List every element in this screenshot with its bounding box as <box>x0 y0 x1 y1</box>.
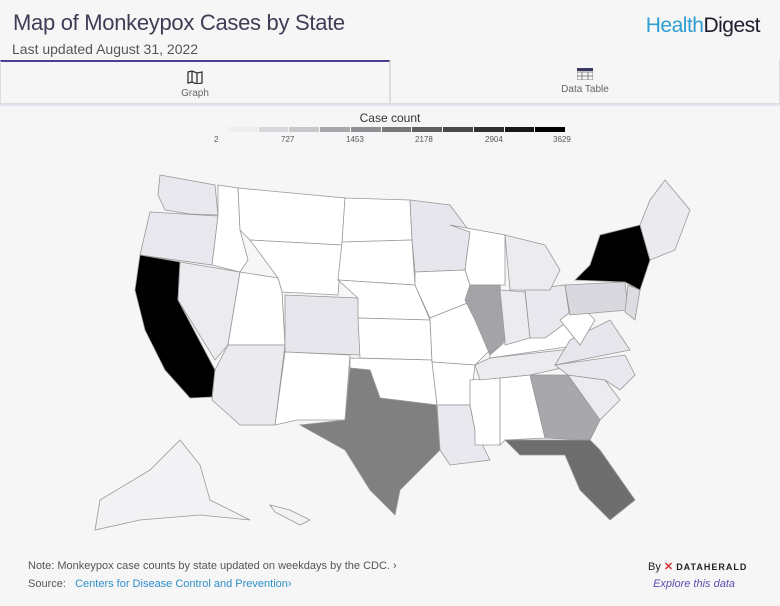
state-ne-states[interactable] <box>639 179 691 261</box>
legend-tick: 2178 <box>415 135 433 144</box>
state-nv[interactable] <box>177 261 241 361</box>
tab-graph[interactable]: Graph <box>0 60 390 104</box>
state-ut[interactable] <box>227 271 286 346</box>
legend-tick: 2 <box>214 135 219 144</box>
state-nj[interactable] <box>624 284 641 321</box>
state-mt[interactable] <box>237 187 346 246</box>
dataherald-logo-icon: ✕ <box>663 561 674 573</box>
state-va[interactable] <box>554 319 631 366</box>
state-wa[interactable] <box>157 174 219 216</box>
state-sd[interactable] <box>337 239 416 286</box>
legend-swatch <box>443 127 473 132</box>
state-co[interactable] <box>284 294 361 356</box>
tab-data-table[interactable]: Data Table <box>390 60 780 104</box>
state-fl[interactable] <box>504 439 636 521</box>
state-hi[interactable] <box>269 504 311 526</box>
legend-color-scale <box>228 127 566 132</box>
legend-tick: 2904 <box>485 135 503 144</box>
state-mi[interactable] <box>504 234 561 291</box>
state-nd[interactable] <box>341 197 413 243</box>
legend-swatch <box>289 127 320 132</box>
state-az[interactable] <box>211 344 286 426</box>
legend-swatch <box>504 127 535 132</box>
us-choropleth-map <box>94 174 691 531</box>
state-tx[interactable] <box>298 367 441 516</box>
byline: By ✕ DATAHERALD <box>648 561 748 573</box>
map-icon <box>187 70 203 84</box>
tab-label: Graph <box>181 88 209 99</box>
source-line: Source: Centers for Disease Control and … <box>28 578 292 590</box>
state-nm[interactable] <box>274 351 351 426</box>
state-nc[interactable] <box>554 354 636 391</box>
state-ga[interactable] <box>529 374 601 441</box>
legend-tick: 1453 <box>346 135 364 144</box>
dataherald-brand[interactable]: DATAHERALD <box>676 562 748 572</box>
legend-swatch <box>228 127 258 132</box>
state-oh[interactable] <box>524 284 571 339</box>
legend-swatch <box>381 127 412 132</box>
state-pa[interactable] <box>564 281 629 316</box>
state-ar[interactable] <box>431 361 476 406</box>
legend-swatch <box>350 127 381 132</box>
legend-swatch <box>412 127 443 132</box>
note: Note: Monkeypox case counts by state upd… <box>28 560 397 572</box>
legend-swatch <box>258 127 289 132</box>
state-ny[interactable] <box>574 224 651 291</box>
state-in[interactable] <box>499 289 531 346</box>
legend-title: Case count <box>359 111 421 125</box>
health-digest-logo[interactable]: HealthDigest <box>645 14 761 37</box>
source-link[interactable]: Centers for Disease Control and Preventi… <box>75 578 292 590</box>
legend-tick: 3629 <box>553 135 571 144</box>
legend-swatch <box>320 127 350 132</box>
table-icon <box>577 68 593 80</box>
state-wy[interactable] <box>249 239 343 296</box>
state-mn[interactable] <box>409 199 471 273</box>
state-ak[interactable] <box>94 439 251 531</box>
view-tabs: Graph Data Table <box>0 60 780 106</box>
state-ks[interactable] <box>357 317 433 361</box>
explore-data-link[interactable]: Explore this data <box>653 578 735 590</box>
tab-label: Data Table <box>561 84 609 95</box>
last-updated: Last updated August 31, 2022 <box>12 41 199 57</box>
legend-tick: 727 <box>281 135 295 144</box>
page-title: Map of Monkeypox Cases by State <box>13 10 345 35</box>
legend-swatch <box>535 127 566 132</box>
legend-swatch <box>473 127 504 132</box>
